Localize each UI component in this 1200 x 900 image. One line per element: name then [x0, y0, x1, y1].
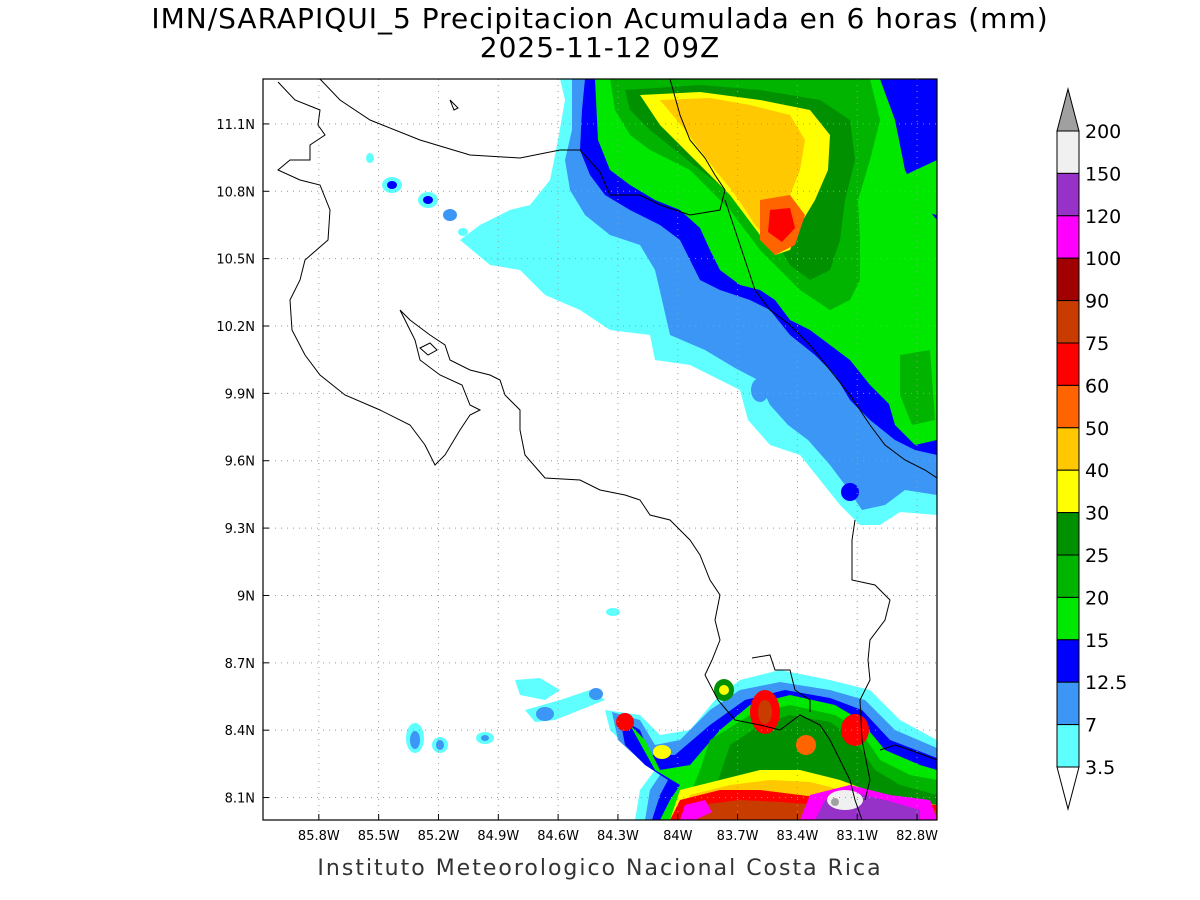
plot-frame — [262, 78, 938, 821]
osa-peninsula — [751, 654, 811, 712]
nicaragua-border — [319, 79, 726, 216]
colorbar-label: 20 — [1085, 587, 1109, 609]
colorbar-label: 30 — [1085, 503, 1109, 525]
lon-tick-label: 84.6W — [537, 829, 579, 844]
lon-tick-label: 84.3W — [597, 829, 639, 844]
lon-tick-label: 82.8W — [896, 829, 938, 844]
lat-tick-label: 10.8N — [216, 185, 255, 200]
latitude-axis: 11.1N 10.8N 10.5N 10.2N 9.9N 9.6N 9.3N 9N 8.7N 8.… — [216, 118, 269, 807]
colorbar-label: 12.5 — [1085, 672, 1127, 694]
map-gridlines — [263, 79, 937, 820]
colorbar-swatch — [1056, 172, 1080, 217]
colorbar-swatch — [1056, 300, 1080, 344]
colorbar-swatch — [1056, 342, 1080, 386]
lon-tick-label: 83.4W — [777, 829, 819, 844]
lon-tick-label: 84.9W — [477, 829, 519, 844]
burica-point — [879, 744, 937, 761]
colorbar-swatch — [1056, 554, 1080, 598]
colorbar-label: 40 — [1085, 460, 1109, 482]
colorbar-label: 25 — [1085, 545, 1109, 567]
colorbar-label: 120 — [1085, 206, 1121, 228]
colorbar-label: 7 — [1085, 715, 1097, 737]
lat-tick-label: 8.4N — [225, 724, 255, 739]
longitude-axis: 85.8W 85.5W 85.2W 84.9W 84.6W 84.3W 84W 83.7W 83… — [298, 814, 938, 844]
lat-tick-label: 9N — [237, 589, 255, 604]
pacific-coastline — [277, 81, 863, 820]
colorbar-label: 50 — [1085, 418, 1109, 440]
colorbar-max-triangle — [1056, 87, 1080, 132]
lat-tick-label: 11.1N — [216, 118, 255, 133]
lon-tick-label: 85.2W — [418, 829, 460, 844]
lat-tick-label: 10.5N — [216, 253, 255, 268]
colorbar-swatch — [1056, 681, 1080, 726]
map-title: IMN/SARAPIQUI_5 Precipitacion Acumulada … — [151, 2, 1049, 35]
lat-tick-label: 8.7N — [225, 657, 255, 672]
lon-tick-label: 83.1W — [836, 829, 878, 844]
colorbar-legend: 3.5 7 12.5 15 20 25 30 40 50 60 75 90 100 120 150 200 — [1056, 87, 1127, 811]
colorbar-label: 100 — [1085, 248, 1121, 270]
footer-credit: Instituto Meteorologico Nacional Costa R… — [317, 856, 883, 881]
colorbar-swatch — [1056, 512, 1080, 556]
colorbar-label: 200 — [1085, 121, 1121, 143]
colorbar-label: 3.5 — [1085, 757, 1115, 779]
precipitation-field — [366, 79, 937, 820]
lat-tick-label: 9.9N — [225, 387, 255, 402]
lat-tick-label: 8.1N — [225, 792, 255, 807]
nicoya-island — [419, 342, 438, 356]
lon-tick-label: 85.5W — [358, 829, 400, 844]
colorbar-swatch — [1056, 724, 1080, 768]
lat-tick-label: 10.2N — [216, 320, 255, 335]
lon-tick-label: 84W — [663, 829, 693, 844]
rain-spots-scattered — [366, 153, 859, 616]
coastlines-borders — [277, 79, 937, 820]
colorbar-swatch — [1056, 130, 1080, 174]
lat-tick-label: 9.6N — [225, 455, 255, 470]
colorbar-swatch — [1056, 427, 1080, 471]
colorbar-swatch — [1056, 596, 1080, 641]
caribbean-coastline — [724, 199, 937, 479]
colorbar-swatch — [1056, 384, 1080, 429]
colorbar-swatch — [1056, 639, 1080, 683]
lon-tick-label: 85.8W — [298, 829, 340, 844]
colorbar-swatch — [1056, 257, 1080, 302]
colorbar-label: 90 — [1085, 291, 1109, 313]
colorbar-label: 15 — [1085, 630, 1109, 652]
panama-border — [851, 519, 891, 801]
colorbar-label: 75 — [1085, 333, 1109, 355]
rain-band-south — [406, 670, 937, 820]
lon-tick-label: 83.7W — [717, 829, 759, 844]
colorbar-min-triangle — [1056, 766, 1080, 811]
rain-band-northeast — [460, 79, 937, 525]
colorbar-label: 150 — [1085, 163, 1121, 185]
map-subtitle-datetime: 2025-11-12 09Z — [479, 31, 721, 64]
colorbar-swatch — [1056, 469, 1080, 514]
lake-nicaragua-islet — [449, 99, 459, 111]
colorbar-swatch — [1056, 215, 1080, 259]
lat-tick-label: 9.3N — [225, 522, 255, 537]
colorbar-label: 60 — [1085, 375, 1109, 397]
